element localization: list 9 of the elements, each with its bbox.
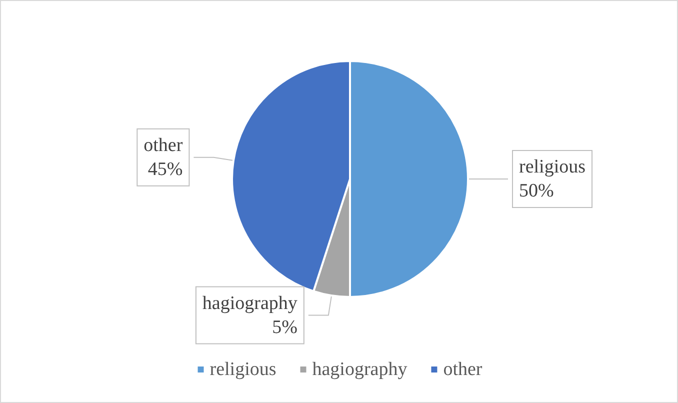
legend-label: other [443, 359, 483, 380]
legend-label: religious [210, 359, 276, 380]
data-label: 50% [519, 180, 554, 202]
slice-label: other [144, 134, 184, 156]
data-label: 5% [272, 316, 298, 338]
legend-label: hagiography [312, 359, 408, 380]
data-label: 45% [148, 158, 183, 180]
slice-label: hagiography [202, 292, 298, 314]
slice-label: religious [519, 156, 586, 178]
